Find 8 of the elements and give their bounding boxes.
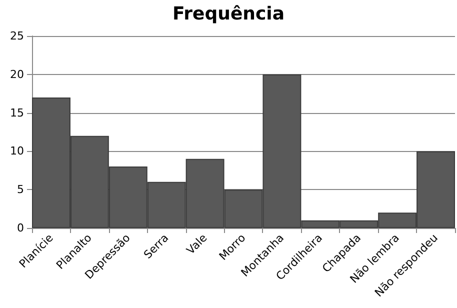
x-tick-label: Vale [184,231,210,258]
y-tick-label: 25 [10,30,24,42]
y-tick-label: 10 [10,144,24,158]
y-tick-label: 0 [17,222,24,234]
y-tick-label: 5 [17,183,24,196]
y-tick-label: 15 [10,106,24,120]
y-tick-label: 20 [10,68,24,81]
chart-title: Frequência [172,4,284,24]
